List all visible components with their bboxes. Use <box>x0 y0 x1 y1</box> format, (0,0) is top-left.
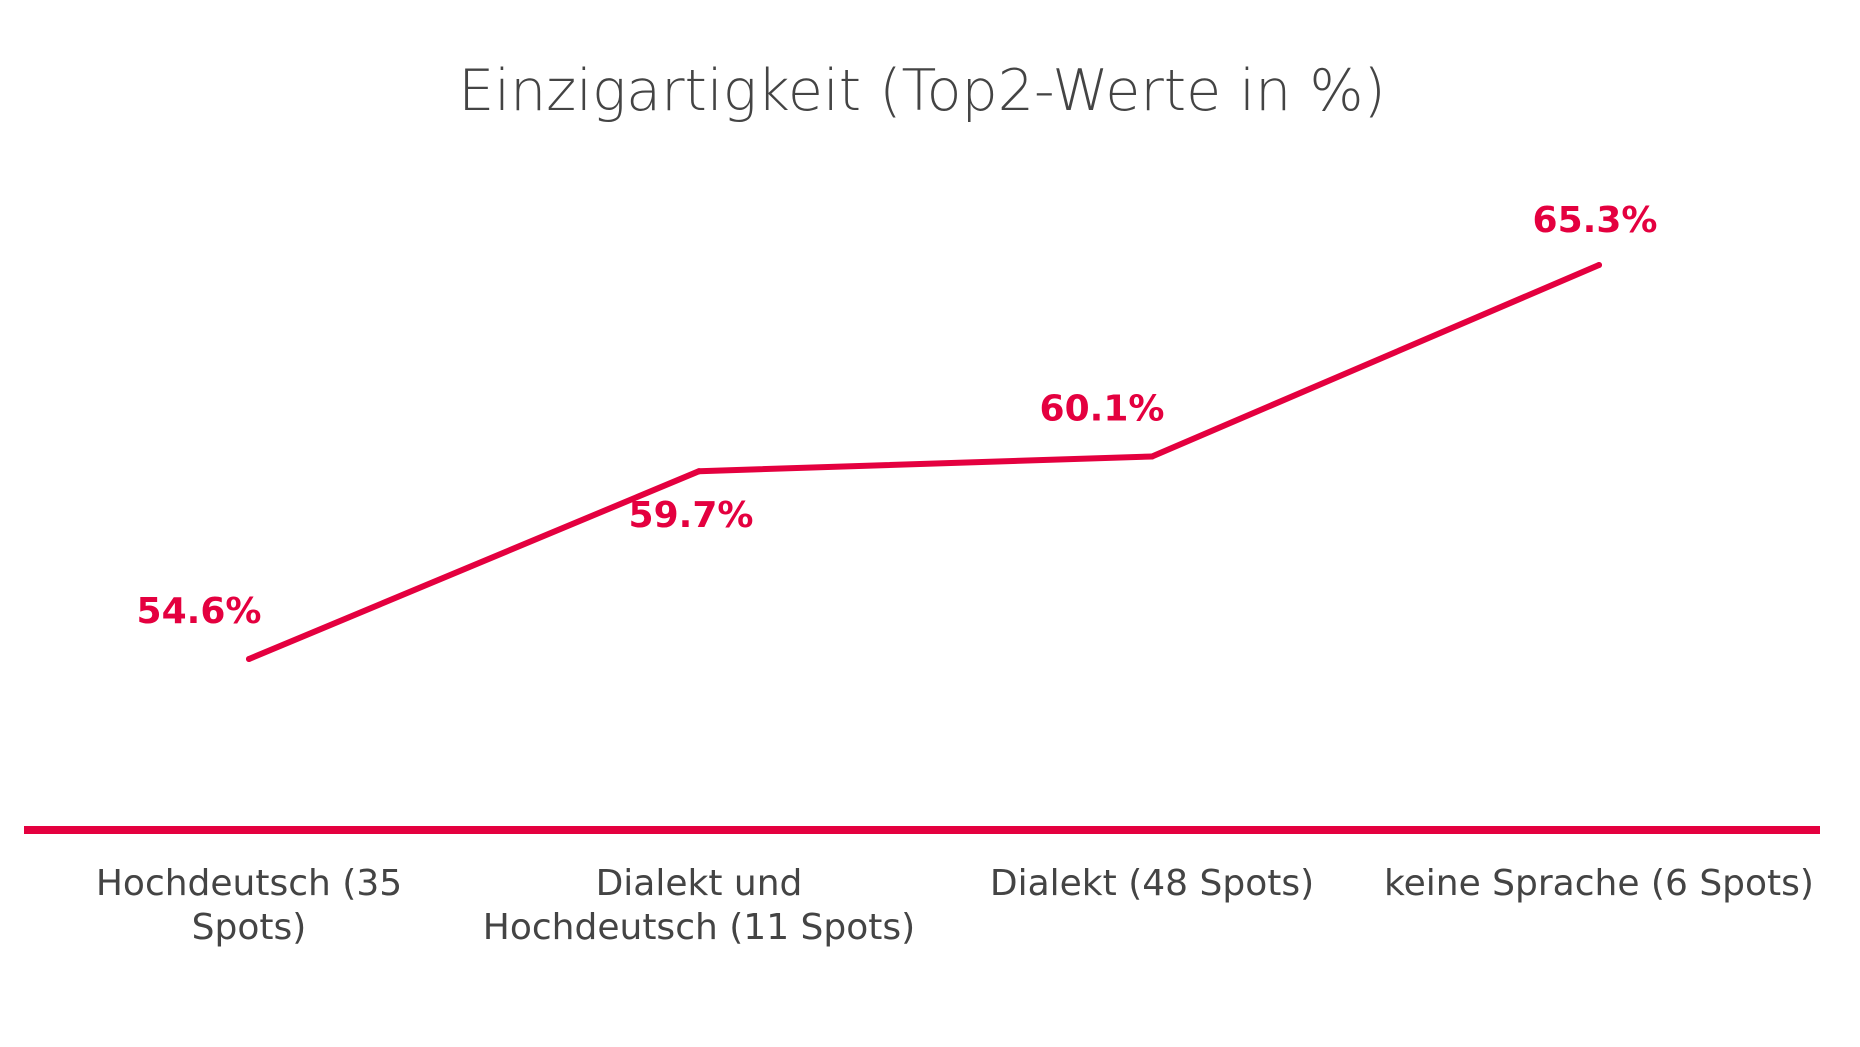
data-label: 54.6% <box>137 591 262 632</box>
series-line-segment <box>1149 262 1602 460</box>
x-tick-label: keine Sprache (6 Spots) <box>1384 863 1814 904</box>
x-tick-label: Hochdeutsch (35 <box>96 863 402 904</box>
data-point <box>1149 453 1155 460</box>
x-tick-label: Dialekt und <box>596 863 803 904</box>
data-point <box>246 656 252 662</box>
data-label: 59.7% <box>629 495 754 536</box>
x-tick-label: Spots) <box>192 907 307 948</box>
x-tick-label: Hochdeutsch (11 Spots) <box>483 907 915 948</box>
data-label: 65.3% <box>1533 200 1658 241</box>
series-line-segment <box>246 468 702 662</box>
series-line-segment <box>696 453 1155 475</box>
plot-area: 54.6% 59.7% 60.1% 65.3% <box>24 200 1820 834</box>
chart-title: Einzigartigkeit (Top2-Werte in %) <box>458 58 1386 124</box>
data-point <box>1596 262 1602 268</box>
data-point <box>696 468 702 475</box>
data-label: 60.1% <box>1040 388 1165 429</box>
x-tick-label: Dialekt (48 Spots) <box>990 863 1314 904</box>
